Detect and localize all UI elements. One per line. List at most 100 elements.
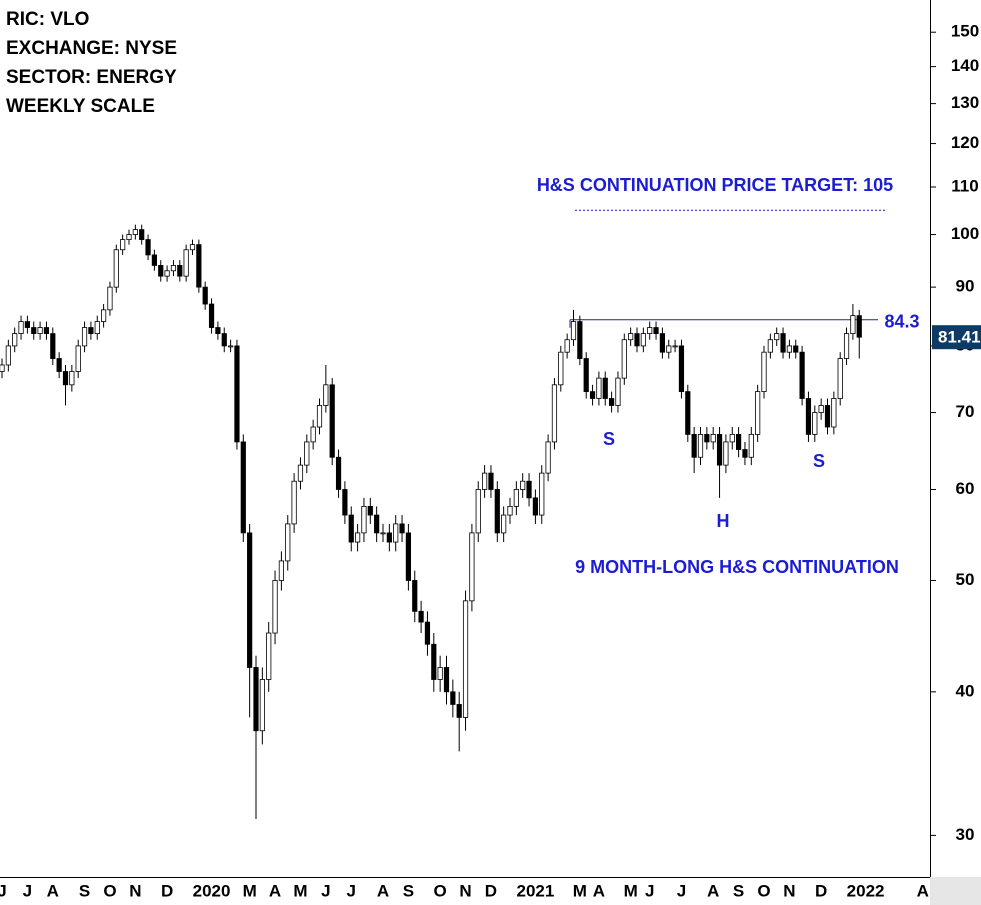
candle-body <box>824 405 831 428</box>
candle-body <box>259 679 265 732</box>
candle-body <box>170 265 177 272</box>
candle-body <box>88 327 94 334</box>
y-tick-label: 120 <box>951 133 979 152</box>
y-tick-label: 30 <box>956 825 975 844</box>
candle-body <box>443 667 450 693</box>
candle-body <box>297 464 304 482</box>
pattern-label: H <box>717 511 730 531</box>
candle-body <box>494 489 500 534</box>
candle-body <box>551 384 558 443</box>
candle-body <box>361 505 367 534</box>
candle-body <box>177 265 183 277</box>
x-tick-label: O <box>757 881 770 900</box>
x-tick-label: J <box>0 881 7 900</box>
candle-body <box>75 345 81 372</box>
header-line: RIC: VLO <box>6 9 89 30</box>
last-price-box <box>932 325 981 350</box>
x-tick-label: J <box>23 881 32 900</box>
candle-body <box>405 532 412 581</box>
candle-body <box>850 315 856 334</box>
candle-body <box>526 480 532 499</box>
last-price: 81.41 <box>938 328 981 347</box>
header-line: SECTOR: ENERGY <box>6 67 177 88</box>
x-tick-label: A <box>269 881 281 900</box>
x-tick-label: J <box>677 881 686 900</box>
candle-body <box>367 505 373 516</box>
candle-body <box>234 345 240 443</box>
candle-body <box>94 321 100 334</box>
candle-body <box>532 497 539 516</box>
candle-body <box>386 532 392 543</box>
candle-body <box>418 610 424 623</box>
candle-body <box>145 239 151 256</box>
candle-body <box>475 489 481 534</box>
candle-body <box>589 391 596 399</box>
candle-body <box>653 327 659 334</box>
candle-body <box>729 434 735 443</box>
y-tick-label: 110 <box>951 176 978 195</box>
x-tick-label: O <box>103 881 116 900</box>
candle-body <box>539 472 545 516</box>
pattern-text: 9 MONTH-LONG H&S CONTINUATION <box>575 557 899 577</box>
candle-body <box>469 532 475 602</box>
candle-body <box>18 321 24 334</box>
candle-body <box>716 434 723 466</box>
candle-body <box>81 327 88 347</box>
candle-body <box>247 532 253 668</box>
candle-body <box>558 351 564 386</box>
candle-body <box>399 523 405 534</box>
y-tick-label: 90 <box>956 277 975 296</box>
candle-body <box>659 333 666 353</box>
candle-body <box>278 560 285 581</box>
candle-body <box>196 244 202 288</box>
candle-body <box>348 514 354 543</box>
candle-body <box>799 351 805 399</box>
x-tick-label: A <box>917 881 929 900</box>
candle-body <box>837 358 843 399</box>
candle-body <box>786 345 793 353</box>
candle-body <box>316 405 323 428</box>
candle-body <box>24 321 31 328</box>
y-tick-label: 130 <box>951 93 979 112</box>
candle-body <box>310 426 316 443</box>
candle-body <box>818 405 824 413</box>
candle-body <box>139 229 145 240</box>
x-tick-label: J <box>321 881 330 900</box>
x-tick-label: 2021 <box>516 881 554 900</box>
candle-body <box>221 333 227 347</box>
candle-body <box>208 303 215 328</box>
candle-body <box>634 333 640 347</box>
candle-body <box>678 345 685 393</box>
x-tick-label: 2022 <box>847 881 885 900</box>
candle-body <box>742 449 748 458</box>
candle-body <box>450 691 456 705</box>
candle-body <box>424 621 431 645</box>
x-tick-label: N <box>783 881 795 900</box>
x-tick-label: M <box>573 881 587 900</box>
x-tick-label: N <box>459 881 471 900</box>
corner <box>930 877 981 905</box>
candle-body <box>481 472 488 490</box>
y-tick-label: 70 <box>956 402 975 421</box>
candle-body <box>151 254 157 266</box>
header-line: WEEKLY SCALE <box>6 96 155 117</box>
candle-body <box>266 632 272 680</box>
y-tick-label: 150 <box>951 22 979 41</box>
candle-body <box>672 345 678 348</box>
x-tick-label: O <box>434 881 447 900</box>
candle-body <box>609 398 615 406</box>
candle-body <box>761 351 767 393</box>
candle-body <box>710 434 716 443</box>
candle-body <box>335 456 342 490</box>
candle-body <box>488 472 494 490</box>
x-tick-label: J <box>645 881 654 900</box>
candle-body <box>774 333 780 341</box>
candle-body <box>583 358 589 393</box>
candle-body <box>183 249 189 277</box>
candle-body <box>354 532 361 543</box>
candle-body <box>31 327 37 334</box>
candle-body <box>240 441 246 534</box>
candle-body <box>12 333 18 347</box>
candle-body <box>120 239 126 251</box>
candle-body <box>685 391 691 435</box>
